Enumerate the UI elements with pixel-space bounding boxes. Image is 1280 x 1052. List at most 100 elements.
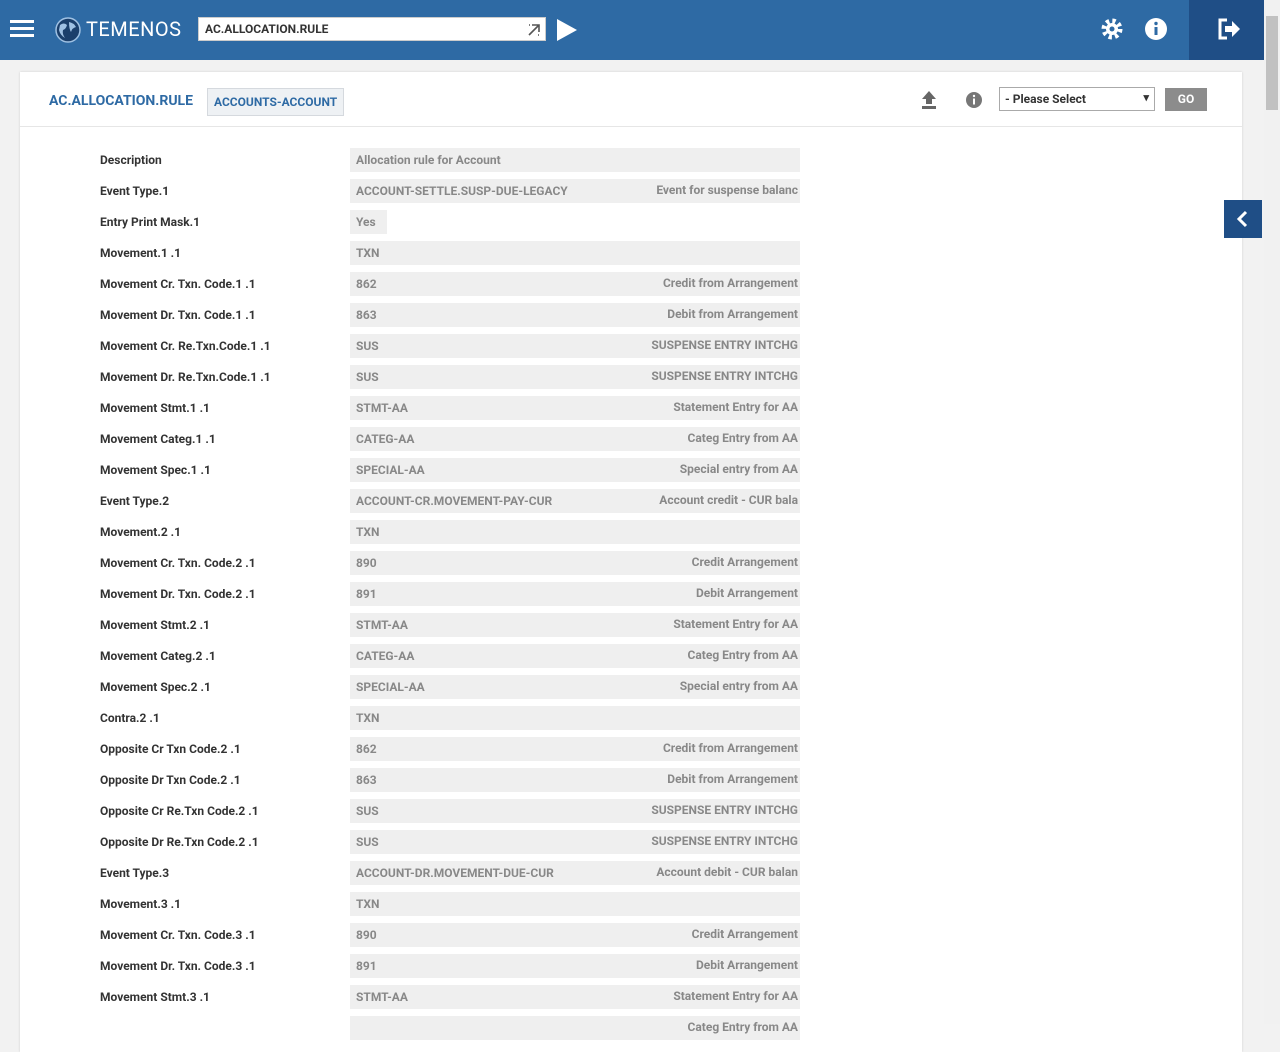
- field-value: TXN: [356, 897, 380, 911]
- field-label: Movement Cr. Txn. Code.1 .1: [100, 277, 256, 291]
- field-value: ACCOUNT-CR.MOVEMENT-PAY-CUR: [356, 494, 553, 508]
- scrollbar-thumb[interactable]: [1266, 16, 1278, 110]
- field-value-box: 863 Debit from Arrangement: [350, 303, 800, 327]
- field-value: TXN: [356, 525, 380, 539]
- field-value-box: Categ Entry from AA: [350, 1016, 800, 1040]
- upload-button[interactable]: [920, 90, 938, 110]
- field-value: Allocation rule for Account: [356, 153, 501, 167]
- field-label: Movement Categ.1 .1: [100, 432, 216, 446]
- field-row: Movement Stmt.3 .1 STMT-AA Statement Entry…: [100, 985, 800, 1009]
- field-value-box: SUS SUSPENSE ENTRY INTCHG: [350, 830, 800, 854]
- field-label: Entry Print Mask.1: [100, 215, 201, 229]
- field-value-box: Yes: [350, 210, 387, 234]
- field-value: SPECIAL-AA: [356, 463, 425, 477]
- field-value: TXN: [356, 246, 380, 260]
- field-description: Credit from Arrangement: [662, 276, 798, 290]
- logo-globe: [55, 17, 81, 43]
- field-description: Debit Arrangement: [695, 586, 798, 600]
- field-row: Movement.3 .1 TXN: [100, 892, 800, 916]
- record-tab[interactable]: ACCOUNTS-ACCOUNT: [207, 88, 345, 116]
- logout-button[interactable]: [1217, 17, 1241, 41]
- field-value: SUS: [356, 835, 379, 849]
- field-description: Credit Arrangement: [691, 927, 798, 941]
- scrollbar[interactable]: [1264, 0, 1280, 1024]
- panel-header: AC.ALLOCATION.RULE ACCOUNTS-ACCOUNT - Pl…: [20, 72, 1242, 127]
- field-description: Categ Entry from AA: [687, 1020, 799, 1034]
- field-value: 890: [356, 928, 377, 942]
- field-row: Movement Stmt.1 .1 STMT-AA Statement Entry…: [100, 396, 800, 420]
- field-description: Categ Entry from AA: [687, 431, 799, 445]
- info-icon[interactable]: [965, 91, 983, 109]
- field-value-box: Allocation rule for Account: [350, 148, 800, 172]
- field-label: Contra.2 .1: [100, 711, 160, 725]
- run-button[interactable]: [556, 18, 578, 42]
- expand-icon[interactable]: [527, 23, 541, 37]
- field-value-box: TXN: [350, 241, 800, 265]
- field-value-box: STMT-AA Statement Entry for AA: [350, 396, 800, 420]
- field-row: Movement.1 .1 TXN: [100, 241, 800, 265]
- field-row: Contra.2 .1 TXN: [100, 706, 800, 730]
- field-value: 863: [356, 308, 377, 322]
- field-value: SUS: [356, 339, 379, 353]
- field-label: Movement Cr. Txn. Code.2 .1: [100, 556, 256, 570]
- field-value-box: 891 Debit Arrangement: [350, 954, 800, 978]
- field-row: Opposite Cr Re.Txn Code.2 .1 SUS SUSPENSE …: [100, 799, 800, 823]
- field-row: Movement Stmt.2 .1 STMT-AA Statement Entry…: [100, 613, 800, 637]
- field-row: Movement Cr. Txn. Code.1 .1 862 Credit fro…: [100, 272, 800, 296]
- field-label: Movement Stmt.1 .1: [100, 401, 210, 415]
- field-row: Movement Spec.2 .1 SPECIAL-AA Special entr…: [100, 675, 800, 699]
- page: {"header": {"brand": "TEMENOS", "search"…: [0, 0, 1280, 1024]
- field-row: Movement Dr. Txn. Code.1 .1 863 Debit from…: [100, 303, 800, 327]
- field-row: Movement Categ.2 .1 CATEG-AA Categ Entry f…: [100, 644, 800, 668]
- field-value: CATEG-AA: [356, 649, 415, 663]
- field-row: Movement Cr. Txn. Code.3 .1 890 Credit Arr…: [100, 923, 800, 947]
- field-row: Categ Entry from AA: [100, 1016, 800, 1040]
- side-panel-toggle[interactable]: [1224, 200, 1262, 238]
- field-value-box: 891 Debit Arrangement: [350, 582, 800, 606]
- field-row: Movement Dr. Txn. Code.2 .1 891 Debit Arra…: [100, 582, 800, 606]
- field-value-box: ACCOUNT-DR.MOVEMENT-DUE-CUR Account debit…: [350, 861, 800, 885]
- field-label: Movement.1 .1: [100, 246, 182, 260]
- field-description: Account debit - CUR balan: [656, 865, 798, 879]
- field-value: ACCOUNT-SETTLE.SUSP-DUE-LEGACY: [356, 184, 568, 198]
- field-label: Movement Spec.1 .1: [100, 463, 211, 477]
- field-value: TXN: [356, 711, 380, 725]
- settings-button[interactable]: [1100, 17, 1124, 41]
- field-label: Event Type.1: [100, 184, 170, 198]
- field-label: Movement Cr. Re.Txn.Code.1 .1: [100, 339, 271, 353]
- field-row: Movement Cr. Re.Txn.Code.1 .1 SUS SUSPENSE…: [100, 334, 800, 358]
- info-button[interactable]: [1144, 17, 1168, 41]
- menu-button[interactable]: [10, 19, 34, 39]
- field-label: Movement Spec.2 .1: [100, 680, 211, 694]
- field-value: SUS: [356, 370, 379, 384]
- field-label: Event Type.2: [100, 494, 170, 508]
- field-value: SUS: [356, 804, 379, 818]
- command-input[interactable]: AC.ALLOCATION.RULE: [198, 17, 546, 41]
- field-label: Movement.3 .1: [100, 897, 182, 911]
- field-label: Movement Cr. Txn. Code.3 .1: [100, 928, 256, 942]
- field-description: Account credit - CUR bala: [659, 493, 798, 507]
- go-button[interactable]: GO: [1165, 88, 1207, 111]
- field-value-box: TXN: [350, 706, 800, 730]
- action-select[interactable]: - Please Select: [999, 87, 1155, 111]
- field-row: Opposite Dr Re.Txn Code.2 .1 SUS SUSPENSE …: [100, 830, 800, 854]
- field-value: STMT-AA: [356, 401, 408, 415]
- field-row: Movement Spec.1 .1 SPECIAL-AA Special entr…: [100, 458, 800, 482]
- field-row: Entry Print Mask.1 Yes: [100, 210, 800, 234]
- field-description: Categ Entry from AA: [687, 648, 799, 662]
- field-value: 863: [356, 773, 377, 787]
- field-label: Opposite Dr Txn Code.2 .1: [100, 773, 241, 787]
- record-panel: AC.ALLOCATION.RULE ACCOUNTS-ACCOUNT - Pl…: [20, 72, 1242, 1052]
- field-description: Credit from Arrangement: [662, 741, 798, 755]
- field-row: Event Type.3 ACCOUNT-DR.MOVEMENT-DUE-CUR A…: [100, 861, 800, 885]
- field-value: Yes: [356, 215, 376, 229]
- field-description: Statement Entry for AA: [673, 989, 798, 1003]
- field-value-box: TXN: [350, 892, 800, 916]
- logout-area: [1189, 0, 1264, 60]
- field-label: Movement Categ.2 .1: [100, 649, 216, 663]
- field-row: Description Allocation rule for Account: [100, 148, 800, 172]
- field-description: Statement Entry for AA: [673, 617, 798, 631]
- field-description: SUSPENSE ENTRY INTCHG: [651, 338, 798, 352]
- field-value: ACCOUNT-DR.MOVEMENT-DUE-CUR: [356, 866, 554, 880]
- field-value-box: SPECIAL-AA Special entry from AA: [350, 675, 800, 699]
